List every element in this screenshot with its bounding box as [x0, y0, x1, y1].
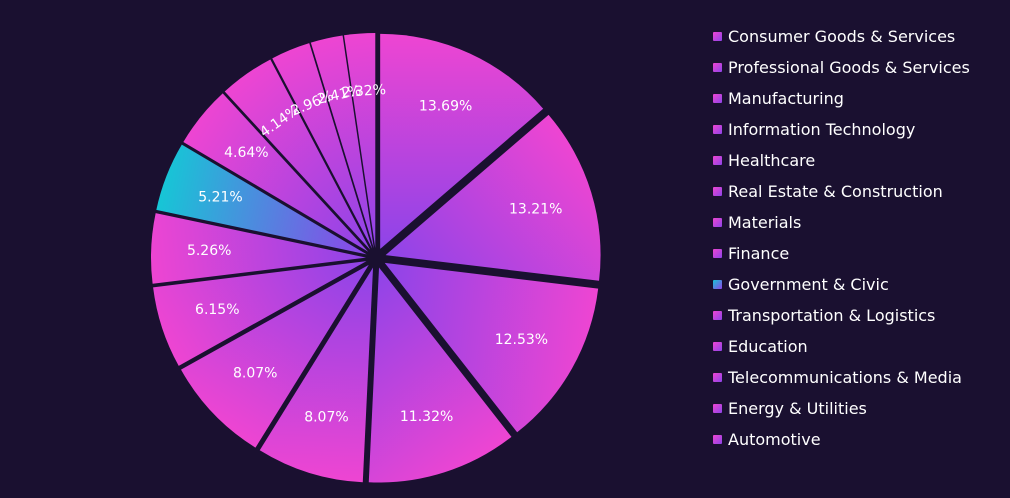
- slice-label-transportation-and-logistics: 4.64%: [224, 145, 268, 161]
- legend-label: Real Estate & Construction: [728, 182, 943, 201]
- legend-item-healthcare: Healthcare: [713, 145, 970, 176]
- slice-label-healthcare: 8.07%: [304, 409, 348, 425]
- slice-label-automotive: 2.32%: [341, 82, 387, 101]
- pie-slice-transportation-and-logistics: [183, 93, 369, 252]
- pie-slice-telecommunications-and-media: [272, 43, 373, 249]
- pie-slice-automotive: [344, 33, 376, 249]
- legend-label: Transportation & Logistics: [728, 306, 936, 325]
- legend-label: Healthcare: [728, 151, 816, 170]
- legend-swatch: [713, 32, 722, 41]
- slice-label-information-technology: 11.32%: [400, 409, 453, 425]
- legend-swatch: [713, 373, 722, 382]
- legend-label: Telecommunications & Media: [728, 368, 962, 387]
- pie-slice-materials: [153, 261, 367, 366]
- pie-slice-information-technology: [368, 267, 512, 483]
- pie-slice-professional-goods-and-services: [385, 114, 601, 281]
- legend-swatch: [713, 249, 722, 258]
- pie-slice-finance: [151, 213, 367, 284]
- legend-swatch: [713, 311, 722, 320]
- legend-label: Automotive: [728, 430, 821, 449]
- slice-label-professional-goods-and-services: 13.21%: [509, 201, 562, 217]
- legend-item-automotive: Automotive: [713, 424, 970, 455]
- legend-swatch: [713, 125, 722, 134]
- legend-swatch: [713, 218, 722, 227]
- legend-swatch: [713, 435, 722, 444]
- legend-label: Professional Goods & Services: [728, 58, 970, 77]
- chart-legend: Consumer Goods & Services Professional Go…: [713, 21, 970, 455]
- legend-item-energy-and-utilities: Energy & Utilities: [713, 393, 970, 424]
- legend-item-professional-goods-and-services: Professional Goods & Services: [713, 52, 970, 83]
- legend-label: Information Technology: [728, 120, 916, 139]
- pie-center-hub: [366, 248, 386, 268]
- slice-label-real-estate-and-construction: 8.07%: [233, 365, 277, 381]
- pie-slice-real-estate-and-construction: [180, 264, 369, 448]
- pie-slice-energy-and-utilities: [310, 35, 374, 249]
- legend-label: Government & Civic: [728, 275, 889, 294]
- slice-label-government-and-civic: 5.21%: [198, 189, 242, 205]
- legend-label: Energy & Utilities: [728, 399, 867, 418]
- legend-item-transportation-and-logistics: Transportation & Logistics: [713, 300, 970, 331]
- legend-item-manufacturing: Manufacturing: [713, 83, 970, 114]
- legend-item-government-and-civic: Government & Civic: [713, 269, 970, 300]
- legend-label: Education: [728, 337, 808, 356]
- pie-chart: 13.69% 13.21% 12.53% 11.32% 8.07% 8.07% 6.15% 5…: [151, 33, 601, 483]
- legend-item-education: Education: [713, 331, 970, 362]
- legend-item-real-estate-and-construction: Real Estate & Construction: [713, 176, 970, 207]
- legend-item-information-technology: Information Technology: [713, 114, 970, 145]
- pie-slice-education: [224, 59, 371, 250]
- legend-swatch: [713, 187, 722, 196]
- legend-label: Consumer Goods & Services: [728, 27, 956, 46]
- legend-item-materials: Materials: [713, 207, 970, 238]
- legend-label: Materials: [728, 213, 802, 232]
- slice-label-materials: 6.15%: [195, 302, 239, 318]
- legend-swatch: [713, 280, 722, 289]
- legend-label: Manufacturing: [728, 89, 844, 108]
- slice-label-finance: 5.26%: [187, 243, 231, 259]
- legend-swatch: [713, 63, 722, 72]
- legend-item-consumer-goods-and-services: Consumer Goods & Services: [713, 21, 970, 52]
- pie-slice-manufacturing: [384, 262, 599, 433]
- legend-swatch: [713, 94, 722, 103]
- legend-item-telecommunications-and-media: Telecommunications & Media: [713, 362, 970, 393]
- legend-swatch: [713, 404, 722, 413]
- slice-label-consumer-goods-and-services: 13.69%: [419, 98, 472, 114]
- pie-slice-healthcare: [259, 267, 374, 483]
- pie-slice-government-and-civic: [156, 144, 367, 255]
- pie-slice-consumer-goods-and-services: [380, 33, 544, 249]
- legend-swatch: [713, 342, 722, 351]
- slice-label-manufacturing: 12.53%: [495, 332, 548, 348]
- legend-label: Finance: [728, 244, 790, 263]
- legend-item-finance: Finance: [713, 238, 970, 269]
- pie-slices: [151, 33, 601, 483]
- legend-swatch: [713, 156, 722, 165]
